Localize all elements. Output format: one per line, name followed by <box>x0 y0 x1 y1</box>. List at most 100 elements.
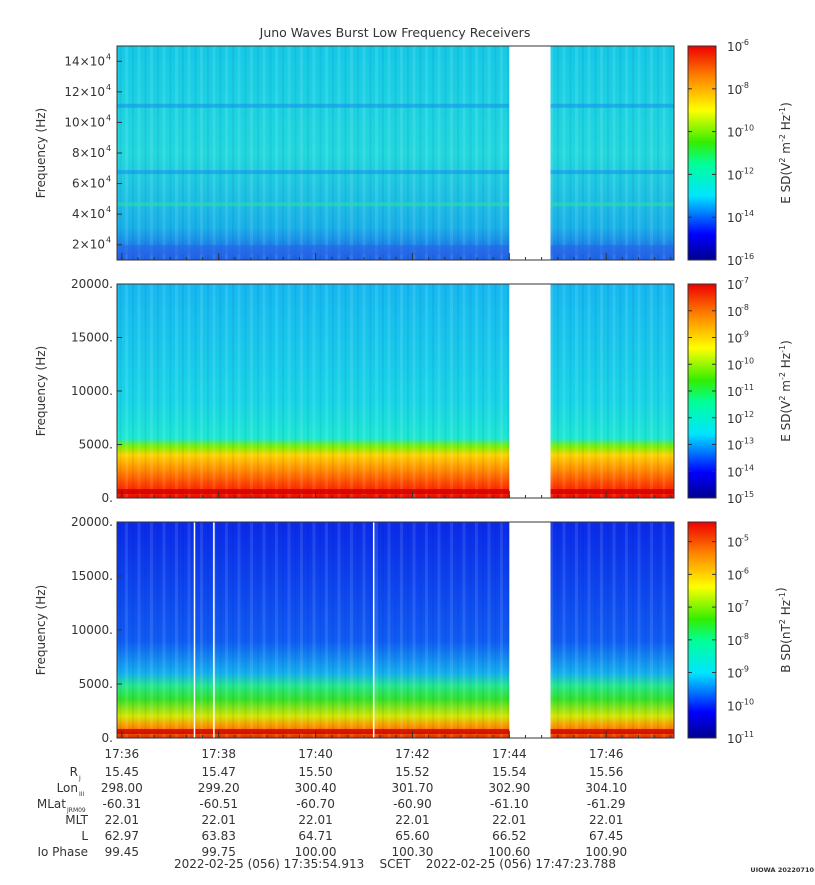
y-tick-label: 12×10 <box>64 85 105 99</box>
ephemeris-value: 15.54 <box>492 765 526 779</box>
y-axis-label: Frequency (Hz) <box>34 108 48 199</box>
time-axis: 17:36 17:38 17:40 17:42 17:44 17:46 <box>105 253 672 761</box>
colorbar-tick-label: 10 <box>727 254 742 268</box>
ephemeris-label: Lon <box>57 781 78 795</box>
y-tick-exponent: 4 <box>106 52 111 61</box>
y-tick-label: 0. <box>102 491 113 505</box>
colorbar-label: E SD(V2 m-2 Hz-1) <box>778 340 793 442</box>
ephemeris-label-subscript: J <box>78 775 81 782</box>
colorbar-tick-label: 10 <box>727 536 742 550</box>
ephemeris-label: Io Phase <box>37 845 88 859</box>
ephemeris-value: 100.30 <box>391 845 433 859</box>
ephemeris-value: 22.01 <box>395 813 429 827</box>
colorbar-tick-label: 10 <box>727 601 742 615</box>
colorbar-tick-exponent: -11 <box>741 383 754 392</box>
colorbar-tick-label: 10 <box>727 278 742 292</box>
colorbar-tick-label: 10 <box>727 211 742 225</box>
colorbar-tick-exponent: -6 <box>741 566 749 575</box>
y-tick-label: 0. <box>102 731 113 745</box>
y-tick-label: 15000. <box>71 569 113 583</box>
ephemeris-value: 22.01 <box>105 813 139 827</box>
colorbar-tick-label: 10 <box>727 332 742 346</box>
ephemeris-value: 100.60 <box>488 845 530 859</box>
emission-band <box>117 202 674 207</box>
y-tick-exponent: 4 <box>106 113 111 122</box>
colorbar-tick-exponent: -11 <box>741 730 754 739</box>
colorbar-tick-label: 10 <box>727 732 742 746</box>
colorbar-tick-label: 10 <box>727 634 742 648</box>
colorbar-tick-exponent: -5 <box>741 534 749 543</box>
ephemeris-value: 22.01 <box>492 813 526 827</box>
colorbar-tick-label: 10 <box>727 305 742 319</box>
colorbar-tick-label: 10 <box>727 358 742 372</box>
colorbar-tick-exponent: -6 <box>741 38 749 47</box>
x-tick-label: 17:38 <box>201 747 236 761</box>
colorbar <box>687 283 717 499</box>
spectrogram-texture <box>117 46 674 260</box>
emission-band <box>117 245 674 256</box>
colorbar-tick-exponent: -8 <box>741 303 749 312</box>
ephemeris-value: 67.45 <box>589 829 623 843</box>
colorbar-tick-exponent: -10 <box>741 356 754 365</box>
spectrogram-panel-bottom: 0. 5000. 10000. 15000. 20000. Frequency (Hz) 1… <box>34 515 793 746</box>
y-tick-label: 10000. <box>71 623 113 637</box>
y-tick-exponent: 4 <box>106 236 111 245</box>
ephemeris-value: 64.71 <box>298 829 332 843</box>
colorbar-tick-label: 10 <box>727 492 742 506</box>
colorbar-tick-exponent: -9 <box>741 665 749 674</box>
y-tick-label: 15000. <box>71 331 113 345</box>
ephemeris-value: 22.01 <box>202 813 236 827</box>
ephemeris-label-subscript: III <box>79 791 85 798</box>
colorbar-tick-label: 10 <box>727 568 742 582</box>
colorbar-tick-label: 10 <box>727 699 742 713</box>
ephemeris-value: 65.60 <box>395 829 429 843</box>
data-gap <box>509 521 551 739</box>
ephemeris-value: 62.97 <box>105 829 139 843</box>
ephemeris-value: 66.52 <box>492 829 526 843</box>
y-tick-label: 4×10 <box>72 207 105 221</box>
colorbar-tick-label: 10 <box>727 385 742 399</box>
colorbar-tick-exponent: -13 <box>741 437 754 446</box>
ephemeris-value: 15.45 <box>105 765 139 779</box>
y-tick-label: 10×10 <box>64 115 105 129</box>
ephemeris-value: 298.00 <box>101 781 143 795</box>
colorbar-tick-exponent: -9 <box>741 330 749 339</box>
colorbar-tick-exponent: -7 <box>741 599 749 608</box>
ephemeris-value: -60.31 <box>102 797 141 811</box>
ephemeris-value: 300.40 <box>295 781 337 795</box>
ephemeris-value: -61.29 <box>587 797 626 811</box>
y-axis-label: Frequency (Hz) <box>34 346 48 437</box>
spectrogram-panel-top: 2×10 44×10 46×10 48×10 410×10 412×10 414×10 4Fr… <box>34 38 793 268</box>
ephemeris-label: R <box>70 765 78 779</box>
colorbar-tick-exponent: -7 <box>741 276 749 285</box>
y-tick-label: 2×10 <box>72 238 105 252</box>
low-frequency-band <box>117 489 674 494</box>
emission-band <box>117 170 674 175</box>
y-tick-exponent: 4 <box>106 205 111 214</box>
colorbar-label: E SD(V2 m-2 Hz-1) <box>778 102 793 204</box>
ephemeris-value: 15.56 <box>589 765 623 779</box>
ephemeris-value: -61.10 <box>490 797 529 811</box>
data-gap <box>509 45 551 261</box>
ephemeris-value: 15.52 <box>395 765 429 779</box>
colorbar-label: B SD(nT2 Hz-1) <box>774 587 793 672</box>
ephemeris-label: MLT <box>65 813 88 827</box>
ephemeris-value: -60.70 <box>296 797 335 811</box>
x-tick-label: 17:46 <box>589 747 624 761</box>
ephemeris-value: -60.90 <box>393 797 432 811</box>
data-gap <box>509 283 551 499</box>
colorbar-tick-label: 10 <box>727 83 742 97</box>
ephemeris-value: 15.47 <box>202 765 236 779</box>
colorbar-tick-label: 10 <box>727 40 742 54</box>
x-tick-label: 17:40 <box>298 747 333 761</box>
y-tick-label: 20000. <box>71 515 113 529</box>
ephemeris-value: 99.75 <box>202 845 236 859</box>
colorbar-tick-label: 10 <box>727 168 742 182</box>
colorbar-tick-label: 10 <box>727 667 742 681</box>
ephemeris-value: 100.90 <box>585 845 627 859</box>
colorbar-tick-label: 10 <box>727 439 742 453</box>
colorbar-tick-label: 10 <box>727 465 742 479</box>
spectrogram-panel-middle: 0. 5000. 10000. 15000. 20000. Frequency (Hz) 1… <box>34 276 793 506</box>
y-axis-label: Frequency (Hz) <box>34 585 48 676</box>
